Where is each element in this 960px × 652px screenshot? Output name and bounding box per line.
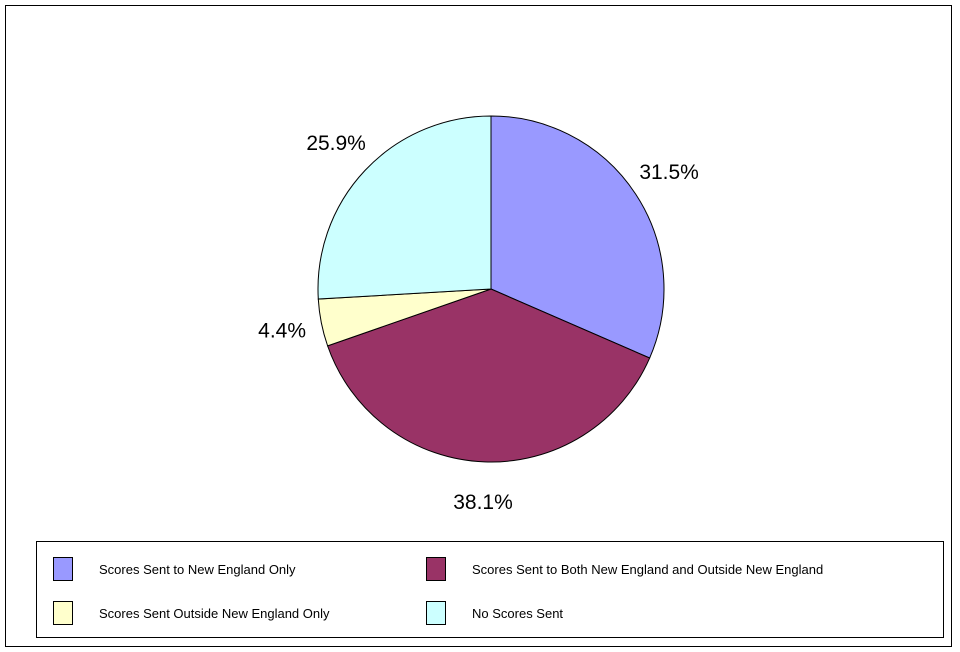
- pie-slice: [326, 288, 651, 463]
- legend-swatch: [53, 601, 73, 625]
- legend-item: No Scores Sent: [426, 600, 563, 626]
- chart-frame: 31.5% 38.1% 4.4% 25.9% Scores Sent to New E…: [5, 5, 952, 647]
- legend-swatch: [426, 557, 446, 581]
- slice-percent-label: 31.5%: [639, 161, 699, 184]
- pie-slice: [490, 115, 665, 359]
- legend-label: Scores Sent to Both New England and Outs…: [472, 561, 824, 577]
- pie-chart: 31.5% 38.1% 4.4% 25.9%: [258, 115, 699, 514]
- slice-percent-label: 4.4%: [258, 320, 306, 343]
- legend-item: Scores Sent Outside New England Only: [53, 600, 330, 626]
- legend-item: Scores Sent to New England Only: [53, 556, 296, 582]
- legend-item: Scores Sent to Both New England and Outs…: [426, 556, 823, 582]
- slice-percent-label: 25.9%: [306, 132, 366, 155]
- legend-label: Scores Sent Outside New England Only: [99, 605, 330, 621]
- slice-percent-label: 38.1%: [453, 491, 513, 514]
- legend-swatch: [426, 601, 446, 625]
- pie-slice: [317, 115, 492, 300]
- legend-swatch: [53, 557, 73, 581]
- legend-label: Scores Sent to New England Only: [99, 561, 296, 577]
- chart-legend: Scores Sent to New England Only Scores S…: [36, 541, 944, 638]
- legend-label: No Scores Sent: [472, 605, 564, 621]
